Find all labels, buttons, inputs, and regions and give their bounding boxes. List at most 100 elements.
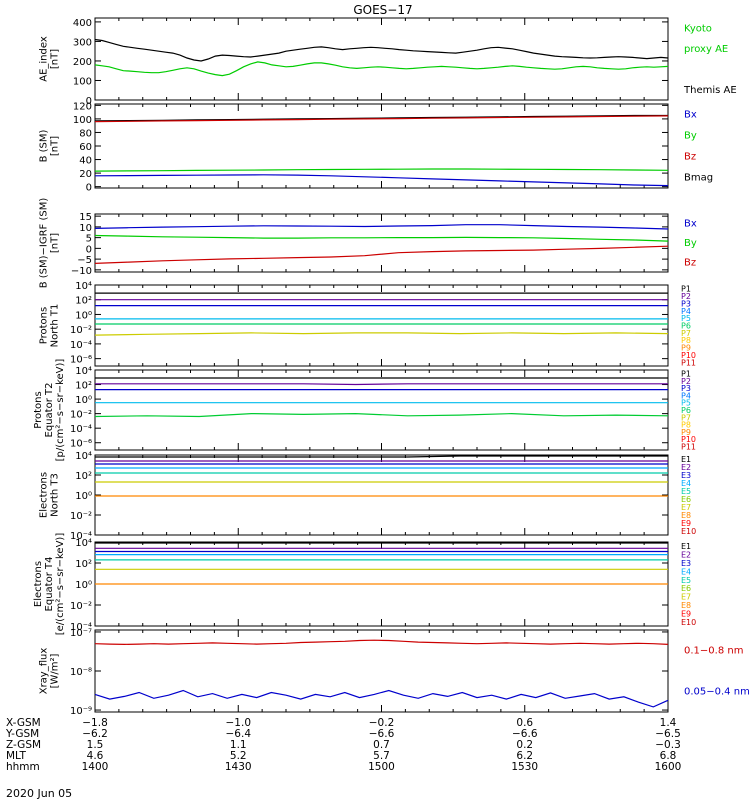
y-tick-label: 10⁻⁶ bbox=[70, 355, 92, 366]
orbit-value: 5.7 bbox=[373, 750, 390, 762]
legend-entry: E6 bbox=[681, 495, 691, 504]
orbit-value: 0.7 bbox=[373, 739, 390, 751]
series-line bbox=[94, 115, 669, 123]
y-tick-label: 15 bbox=[79, 212, 92, 223]
legend-entry: P10 bbox=[681, 435, 696, 444]
legend-entry: E7 bbox=[681, 593, 691, 602]
legend-entry: E2 bbox=[681, 463, 691, 472]
legend-entry: P9 bbox=[681, 344, 691, 353]
y-tick-label: 10⁻² bbox=[70, 601, 92, 612]
legend-entry: P8 bbox=[681, 421, 691, 430]
panel-5: 10⁻⁶ 10⁻⁴ 10⁻² 10⁰ 10² 10⁴ Protons Equator T2 [p… bbox=[33, 359, 696, 462]
legend-entry: 0.05−0.4 nm bbox=[684, 687, 750, 698]
panel-frame bbox=[94, 369, 669, 451]
series-line bbox=[94, 639, 669, 646]
panel-4: 10⁻⁶ 10⁻⁴ 10⁻² 10⁰ 10² 10⁴ Protons North T1 P1P2… bbox=[39, 281, 697, 367]
legend-entry: Kyoto bbox=[684, 23, 712, 34]
y-tick-label: 100 bbox=[73, 76, 92, 87]
y-axis-label: B (SM)−IGRF (SM) bbox=[39, 198, 50, 289]
y-tick-label: 10⁴ bbox=[75, 366, 92, 377]
orbit-value: −0.2 bbox=[369, 717, 395, 729]
y-tick-label: 20 bbox=[79, 169, 92, 180]
y-axis-label: [p/(cm²−s−sr−keV)] bbox=[55, 359, 66, 462]
orbit-value: −0.3 bbox=[655, 739, 681, 751]
legend-entry: 0.1−0.8 nm bbox=[684, 646, 743, 657]
orbit-value: 6.8 bbox=[660, 750, 677, 762]
legend-entry: E7 bbox=[681, 503, 691, 512]
legend-entry: E5 bbox=[681, 576, 691, 585]
y-axis-label: [nT] bbox=[50, 233, 61, 253]
y-axis-label: [nT] bbox=[50, 49, 61, 69]
series-line bbox=[95, 383, 668, 386]
legend-entry: Bx bbox=[684, 219, 697, 230]
legend-entry: P5 bbox=[681, 399, 691, 408]
y-tick-label: 10² bbox=[75, 471, 92, 482]
y-tick-label: 10⁻² bbox=[70, 511, 92, 522]
y-axis-label: North T3 bbox=[50, 473, 61, 517]
orbit-value: 1500 bbox=[368, 761, 395, 773]
series-line bbox=[94, 689, 669, 708]
orbit-row-label: Y-GSM bbox=[5, 728, 39, 740]
y-tick-label: 10² bbox=[75, 381, 92, 392]
series-line bbox=[94, 61, 669, 77]
legend-entry: P11 bbox=[681, 358, 696, 367]
legend-entry: Themis AE bbox=[683, 85, 737, 96]
date-label: 2020 Jun 05 bbox=[6, 787, 72, 800]
y-tick-label: 10⁻⁴ bbox=[70, 622, 92, 633]
orbit-value: 1430 bbox=[225, 761, 252, 773]
orbit-value: −6.6 bbox=[512, 728, 538, 740]
legend-entry: P2 bbox=[681, 377, 691, 386]
y-tick-label: 10² bbox=[75, 296, 92, 307]
y-tick-label: 10⁻⁴ bbox=[70, 531, 92, 542]
legend-entry: By bbox=[684, 238, 697, 249]
legend-entry: E3 bbox=[681, 471, 691, 480]
y-tick-label: 10⁰ bbox=[75, 580, 92, 591]
legend-entry: E10 bbox=[681, 618, 696, 627]
legend-entry: P11 bbox=[681, 442, 696, 451]
orbit-value: −1.0 bbox=[226, 717, 252, 729]
series-line bbox=[94, 234, 669, 242]
orbit-value: −6.6 bbox=[369, 728, 395, 740]
orbit-row-label: MLT bbox=[6, 750, 26, 762]
legend-entry: E2 bbox=[681, 551, 691, 560]
orbit-value: 1600 bbox=[655, 761, 682, 773]
panel-2: 0 20 40 60 80 100 120 B (SM) [nT] Bx By Bz Bmag bbox=[39, 101, 714, 193]
series-line bbox=[94, 38, 669, 62]
y-axis-label: Electrons bbox=[39, 472, 50, 518]
legend-entry: P7 bbox=[681, 329, 691, 338]
y-axis-label: Electrons bbox=[33, 561, 44, 607]
y-axis-label: Equator T2 bbox=[44, 383, 55, 438]
y-tick-label: 10⁻² bbox=[70, 325, 92, 336]
legend-entry: P4 bbox=[681, 307, 691, 316]
panel-frame bbox=[94, 284, 669, 367]
legend-entry: By bbox=[684, 131, 697, 142]
orbit-value: −6.2 bbox=[82, 728, 108, 740]
legend-entry: E1 bbox=[681, 542, 691, 551]
y-axis-label: Xray_flux bbox=[39, 648, 50, 695]
y-tick-label: 120 bbox=[73, 101, 92, 112]
orbit-value: 1.1 bbox=[230, 739, 247, 751]
legend-entry: P6 bbox=[681, 406, 691, 415]
y-tick-label: 10⁴ bbox=[75, 281, 92, 292]
legend-entry: E5 bbox=[681, 487, 691, 496]
legend-entry: E9 bbox=[681, 519, 691, 528]
y-tick-label: −10 bbox=[71, 266, 92, 277]
orbit-value: 0.2 bbox=[516, 739, 533, 751]
series-line bbox=[94, 114, 668, 122]
y-tick-label: 10 bbox=[79, 223, 92, 234]
legend-entry: P1 bbox=[681, 370, 691, 379]
y-tick-label: 10⁴ bbox=[75, 538, 92, 549]
series-line bbox=[94, 168, 669, 172]
y-axis-label: AE_index bbox=[39, 36, 50, 82]
series-line bbox=[94, 174, 669, 187]
y-tick-label: 0 bbox=[86, 244, 92, 255]
panel-8: 10⁻⁹ 10⁻⁸ 10⁻⁷ Xray_flux [W/m²] 0.1−0.8 nm 0.0… bbox=[39, 628, 750, 717]
y-tick-label: 10⁻⁷ bbox=[70, 628, 92, 639]
y-axis-label: [W/m²] bbox=[50, 653, 61, 688]
y-axis-label: Protons bbox=[39, 307, 50, 344]
legend-entry: proxy AE bbox=[684, 44, 728, 55]
legend-entry: P4 bbox=[681, 391, 691, 400]
